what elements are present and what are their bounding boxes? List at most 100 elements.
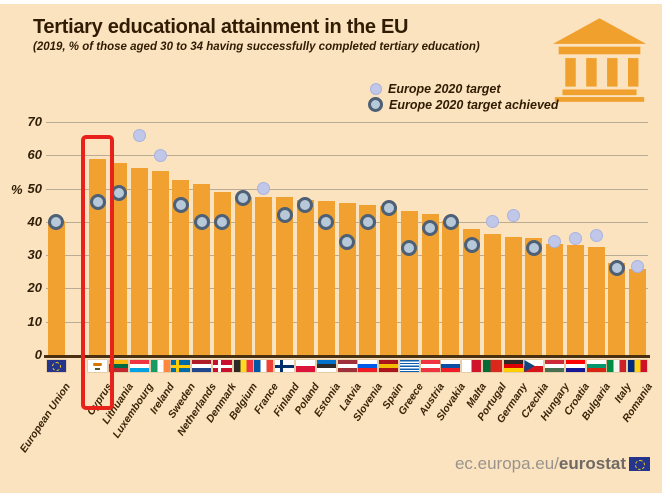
target-marker-luxembourg bbox=[132, 128, 146, 142]
bar-slovakia bbox=[442, 221, 460, 355]
legend-row-target: Europe 2020 target bbox=[370, 82, 501, 96]
footer-url-bold: eurostat bbox=[558, 454, 626, 473]
footer-url[interactable]: ec.europa.eu/eurostat bbox=[455, 454, 650, 474]
chart-subtitle: (2019, % of those aged 30 to 34 having s… bbox=[33, 41, 480, 53]
bar-belgium bbox=[234, 196, 252, 355]
achieved-marker-czechia bbox=[525, 240, 542, 257]
y-tick-label-40: 40 bbox=[27, 213, 42, 229]
y-tick-label-70: 70 bbox=[27, 113, 42, 129]
flag-sweden bbox=[171, 360, 191, 372]
target-marker-germany bbox=[506, 208, 520, 222]
university-building-icon bbox=[552, 18, 647, 107]
bar-luxembourg bbox=[130, 167, 148, 355]
flag-belgium bbox=[233, 360, 253, 372]
target-marker-bulgaria bbox=[589, 228, 603, 242]
footer-url-regular: ec.europa.eu/ bbox=[454, 454, 559, 473]
y-tick-label-30: 30 bbox=[27, 247, 42, 263]
achieved-marker-poland bbox=[297, 197, 314, 214]
bar-poland bbox=[296, 199, 314, 355]
y-tick-label-10: 10 bbox=[27, 313, 42, 329]
target-legend-icon bbox=[370, 83, 382, 95]
bar-finland bbox=[276, 197, 294, 355]
achieved-marker-spain bbox=[380, 200, 397, 217]
x-axis-line bbox=[44, 355, 650, 358]
flag-croatia bbox=[565, 360, 585, 372]
bar-denmark bbox=[213, 191, 231, 355]
flag-denmark bbox=[212, 360, 232, 372]
flag-romania bbox=[628, 360, 648, 372]
y-axis-unit: % bbox=[11, 182, 23, 197]
bar-hungary bbox=[546, 243, 564, 355]
target-marker-ireland bbox=[153, 148, 167, 162]
achieved-marker-netherlands bbox=[193, 213, 210, 230]
target-legend-label: Europe 2020 target bbox=[388, 82, 501, 96]
gridline-50 bbox=[46, 188, 648, 190]
bar-malta bbox=[463, 229, 481, 355]
achieved-legend-icon bbox=[368, 97, 383, 112]
flag-slovakia bbox=[441, 360, 461, 372]
flag-finland bbox=[275, 360, 295, 372]
legend-row-achieved: Europe 2020 target achieved bbox=[368, 97, 559, 112]
flag-malta bbox=[462, 360, 482, 372]
target-marker-hungary bbox=[548, 235, 562, 249]
achieved-marker-malta bbox=[463, 237, 480, 254]
achieved-marker-belgium bbox=[235, 190, 252, 207]
achieved-marker-italy bbox=[608, 260, 625, 277]
bar-bulgaria bbox=[587, 246, 605, 355]
flag-cyprus bbox=[88, 360, 108, 372]
flag-germany bbox=[503, 360, 523, 372]
achieved-marker-sweden bbox=[172, 197, 189, 214]
achieved-marker-greece bbox=[401, 240, 418, 257]
flag-hungary bbox=[545, 360, 565, 372]
flag-spain bbox=[379, 360, 399, 372]
achieved-marker-latvia bbox=[339, 233, 355, 250]
flag-portugal bbox=[482, 360, 502, 372]
flag-czechia bbox=[524, 360, 544, 372]
cyprus-highlight-box bbox=[81, 135, 115, 410]
y-tick-label-60: 60 bbox=[27, 147, 42, 163]
achieved-marker-austria bbox=[422, 220, 439, 237]
flag-austria bbox=[420, 360, 440, 372]
x-axis-label-european-union: European Union bbox=[18, 381, 74, 455]
flag-latvia bbox=[337, 360, 357, 372]
bar-ireland bbox=[151, 170, 169, 355]
achieved-legend-label: Europe 2020 target achieved bbox=[389, 97, 559, 112]
bar-austria bbox=[421, 213, 439, 355]
bar-estonia bbox=[317, 201, 335, 355]
achieved-marker-cyprus bbox=[89, 193, 106, 210]
flag-european-union bbox=[46, 360, 66, 372]
page-title: Tertiary educational attainment in the E… bbox=[33, 16, 409, 38]
bar-romania bbox=[629, 269, 647, 355]
flag-greece bbox=[399, 360, 419, 372]
target-marker-croatia bbox=[568, 231, 582, 245]
y-tick-label-50: 50 bbox=[27, 180, 42, 196]
flag-poland bbox=[295, 360, 315, 372]
achieved-marker-denmark bbox=[214, 213, 231, 230]
flag-france bbox=[254, 360, 274, 372]
bar-spain bbox=[380, 206, 398, 355]
bar-latvia bbox=[338, 202, 356, 355]
bar-netherlands bbox=[193, 183, 211, 355]
eu-flag-icon bbox=[629, 457, 650, 471]
gridline-60 bbox=[46, 155, 648, 157]
achieved-marker-finland bbox=[276, 207, 293, 224]
bar-lithuania bbox=[110, 162, 128, 355]
gridline-70 bbox=[46, 121, 648, 123]
achieved-marker-slovenia bbox=[359, 213, 376, 230]
achieved-marker-estonia bbox=[318, 213, 335, 230]
bar-sweden bbox=[172, 180, 190, 355]
bar-france bbox=[255, 196, 273, 355]
bar-greece bbox=[400, 211, 418, 355]
target-marker-portugal bbox=[485, 215, 499, 229]
bar-european-union bbox=[47, 220, 65, 355]
target-marker-romania bbox=[631, 259, 645, 273]
chart-canvas: Tertiary educational attainment in the E… bbox=[0, 4, 662, 493]
bar-germany bbox=[504, 236, 522, 355]
flag-ireland bbox=[150, 360, 170, 372]
flag-estonia bbox=[316, 360, 336, 372]
target-marker-france bbox=[257, 182, 271, 195]
bar-italy bbox=[608, 263, 626, 355]
bar-czechia bbox=[525, 238, 543, 355]
achieved-marker-european-union bbox=[48, 213, 65, 230]
